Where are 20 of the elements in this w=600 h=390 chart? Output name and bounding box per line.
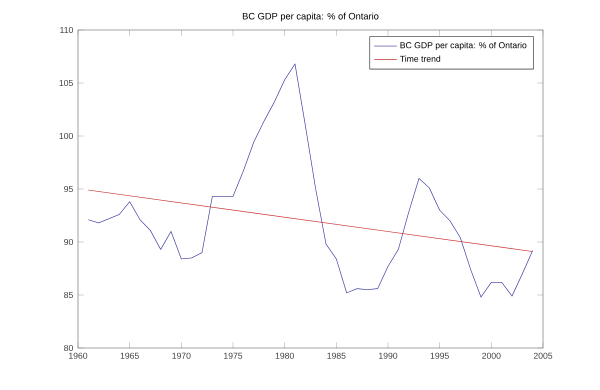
x-tick-label: 1990 bbox=[379, 352, 398, 359]
legend-label: BC GDP per capita: % of Ontario bbox=[400, 42, 526, 50]
x-tick-label: 2005 bbox=[534, 352, 552, 359]
y-tick-label: 105 bbox=[60, 80, 73, 86]
x-tick-label: 1985 bbox=[327, 352, 346, 359]
y-tick-label: 80 bbox=[64, 344, 73, 352]
chart-title: BC GDP per capita: % of Ontario bbox=[242, 12, 378, 22]
y-tick-label: 100 bbox=[60, 132, 73, 140]
x-tick-label: 1960 bbox=[69, 352, 88, 359]
x-tick-label: 1970 bbox=[172, 352, 191, 359]
y-tick-label: 110 bbox=[60, 26, 73, 34]
x-tick-label: 1965 bbox=[120, 352, 139, 359]
y-tick-label: 95 bbox=[64, 186, 73, 192]
y-tick-label: 85 bbox=[64, 292, 73, 298]
x-tick-label: 2000 bbox=[482, 352, 501, 359]
y-tick-label: 90 bbox=[64, 238, 73, 246]
x-tick-label: 1995 bbox=[430, 352, 449, 359]
legend-label: Time trend bbox=[400, 56, 440, 62]
x-tick-label: 1980 bbox=[276, 352, 294, 359]
x-tick-label: 1975 bbox=[224, 352, 242, 359]
